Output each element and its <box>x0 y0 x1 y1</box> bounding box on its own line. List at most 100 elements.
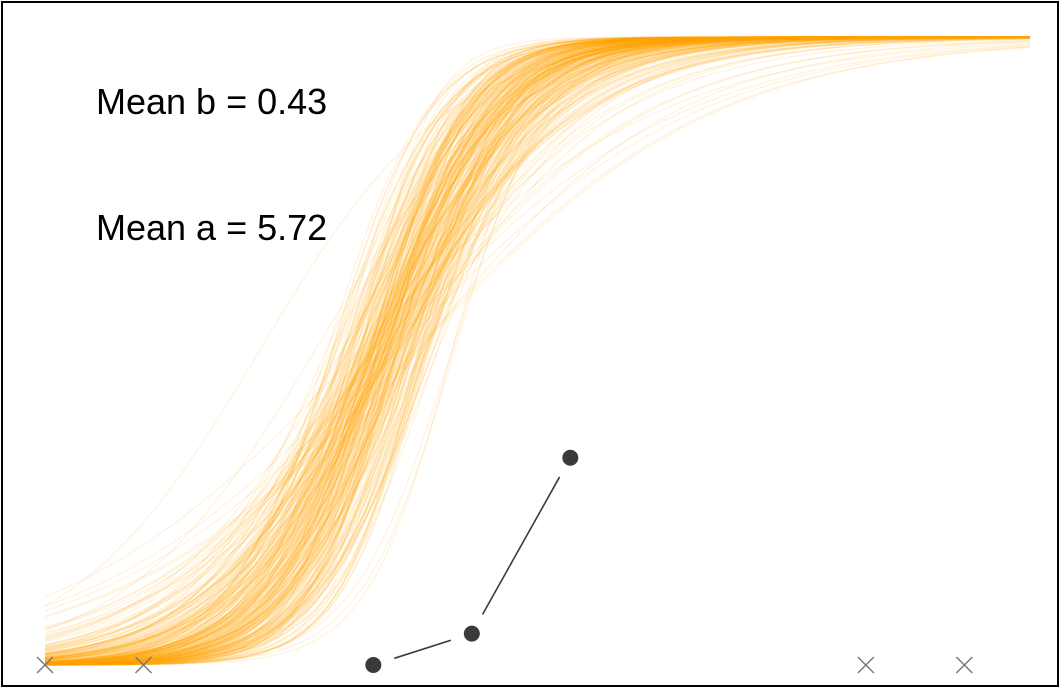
posterior-curve <box>44 36 1030 664</box>
posterior-curve <box>44 36 1031 664</box>
posterior-curve <box>44 36 1031 665</box>
posterior-curve <box>44 36 1030 666</box>
posterior-curve <box>44 36 1031 665</box>
posterior-curve <box>44 36 1030 666</box>
posterior-curve <box>44 36 1030 664</box>
posterior-curve <box>44 36 1030 666</box>
posterior-curve <box>44 36 1030 666</box>
posterior-curve <box>44 36 1030 665</box>
posterior-curve <box>44 36 1030 664</box>
posterior-curve <box>44 36 1030 665</box>
posterior-curve <box>44 36 1030 666</box>
posterior-curve <box>44 36 1030 665</box>
posterior-curve <box>44 36 1030 666</box>
posterior-curve <box>44 36 1031 663</box>
posterior-curve <box>44 36 1030 666</box>
posterior-curve <box>44 36 1030 665</box>
observed-connector <box>481 476 561 615</box>
posterior-curve <box>44 36 1031 659</box>
posterior-curve <box>44 36 1030 666</box>
posterior-curve <box>44 36 1030 666</box>
posterior-curve <box>44 36 1030 664</box>
posterior-curve <box>44 37 1031 649</box>
posterior-curve <box>44 36 1031 651</box>
posterior-curve <box>44 36 1030 666</box>
posterior-curve <box>44 36 1031 656</box>
posterior-curve <box>44 36 1030 665</box>
posterior-curve <box>44 36 1031 661</box>
posterior-curve <box>44 36 1030 666</box>
posterior-curve <box>44 36 1031 662</box>
posterior-curve <box>44 36 1030 666</box>
posterior-curve <box>44 36 1031 659</box>
posterior-curve <box>44 36 1031 661</box>
posterior-curve <box>44 36 1031 665</box>
posterior-curve <box>44 41 1031 634</box>
posterior-curve <box>44 36 1030 665</box>
posterior-curve <box>44 36 1030 666</box>
posterior-curve <box>44 36 1030 666</box>
posterior-curve <box>44 36 1030 665</box>
posterior-curve <box>44 36 1030 666</box>
posterior-curve <box>44 36 1030 664</box>
posterior-curve <box>44 36 1031 656</box>
posterior-curve <box>44 36 1030 666</box>
posterior-curve <box>44 36 1030 665</box>
posterior-curve <box>44 45 1031 612</box>
posterior-curve <box>44 36 1030 666</box>
posterior-curve <box>44 36 1030 663</box>
posterior-curve <box>44 36 1030 666</box>
posterior-curve <box>44 36 1030 666</box>
posterior-curve <box>44 36 1031 665</box>
posterior-curve <box>44 36 1031 654</box>
posterior-curve <box>44 36 1030 666</box>
posterior-curve <box>44 36 1030 664</box>
posterior-curve <box>44 36 1030 666</box>
posterior-curve <box>44 36 1030 666</box>
posterior-curve <box>44 36 1030 665</box>
posterior-curve <box>44 36 1031 607</box>
posterior-curve <box>44 36 1030 664</box>
posterior-curve <box>44 36 1031 665</box>
posterior-curve <box>44 36 1030 664</box>
posterior-curve <box>44 36 1031 659</box>
posterior-curve <box>44 36 1030 661</box>
posterior-curve <box>44 36 1030 665</box>
posterior-curve <box>44 36 1030 666</box>
posterior-curve <box>44 36 1030 663</box>
posterior-curve <box>44 36 1031 660</box>
posterior-curve <box>44 36 1030 663</box>
posterior-curve <box>44 36 1030 657</box>
posterior-curve <box>44 36 1030 665</box>
posterior-curve <box>44 36 1031 665</box>
posterior-curve <box>44 36 1030 665</box>
posterior-curve <box>44 36 1030 666</box>
posterior-curve <box>44 36 1030 666</box>
mean-a-annotation: Mean a = 5.72 <box>96 207 327 248</box>
posterior-curve <box>44 36 1030 665</box>
posterior-curve <box>44 36 1031 664</box>
observed-points <box>365 449 579 673</box>
posterior-curve <box>44 36 1031 659</box>
observed-connector <box>394 639 452 660</box>
posterior-curve <box>44 36 1031 661</box>
posterior-curve <box>44 36 1031 659</box>
posterior-curve <box>44 36 1030 666</box>
posterior-curve <box>44 36 1030 663</box>
posterior-curve <box>44 36 1030 666</box>
posterior-curve <box>44 36 1030 666</box>
posterior-curve <box>44 36 1031 655</box>
posterior-curve <box>44 36 1030 665</box>
posterior-curve <box>44 36 1031 659</box>
posterior-curve <box>44 36 1031 647</box>
posterior-curve <box>44 46 1031 617</box>
posterior-curve <box>44 37 1031 642</box>
posterior-curve <box>44 40 1031 628</box>
posterior-curve <box>44 46 1031 618</box>
observed-connectors <box>394 476 561 660</box>
posterior-curve <box>44 36 1030 664</box>
posterior-curve <box>44 36 1031 655</box>
posterior-curve <box>44 36 1030 666</box>
posterior-curve <box>44 39 1031 630</box>
posterior-curve <box>44 36 1031 663</box>
